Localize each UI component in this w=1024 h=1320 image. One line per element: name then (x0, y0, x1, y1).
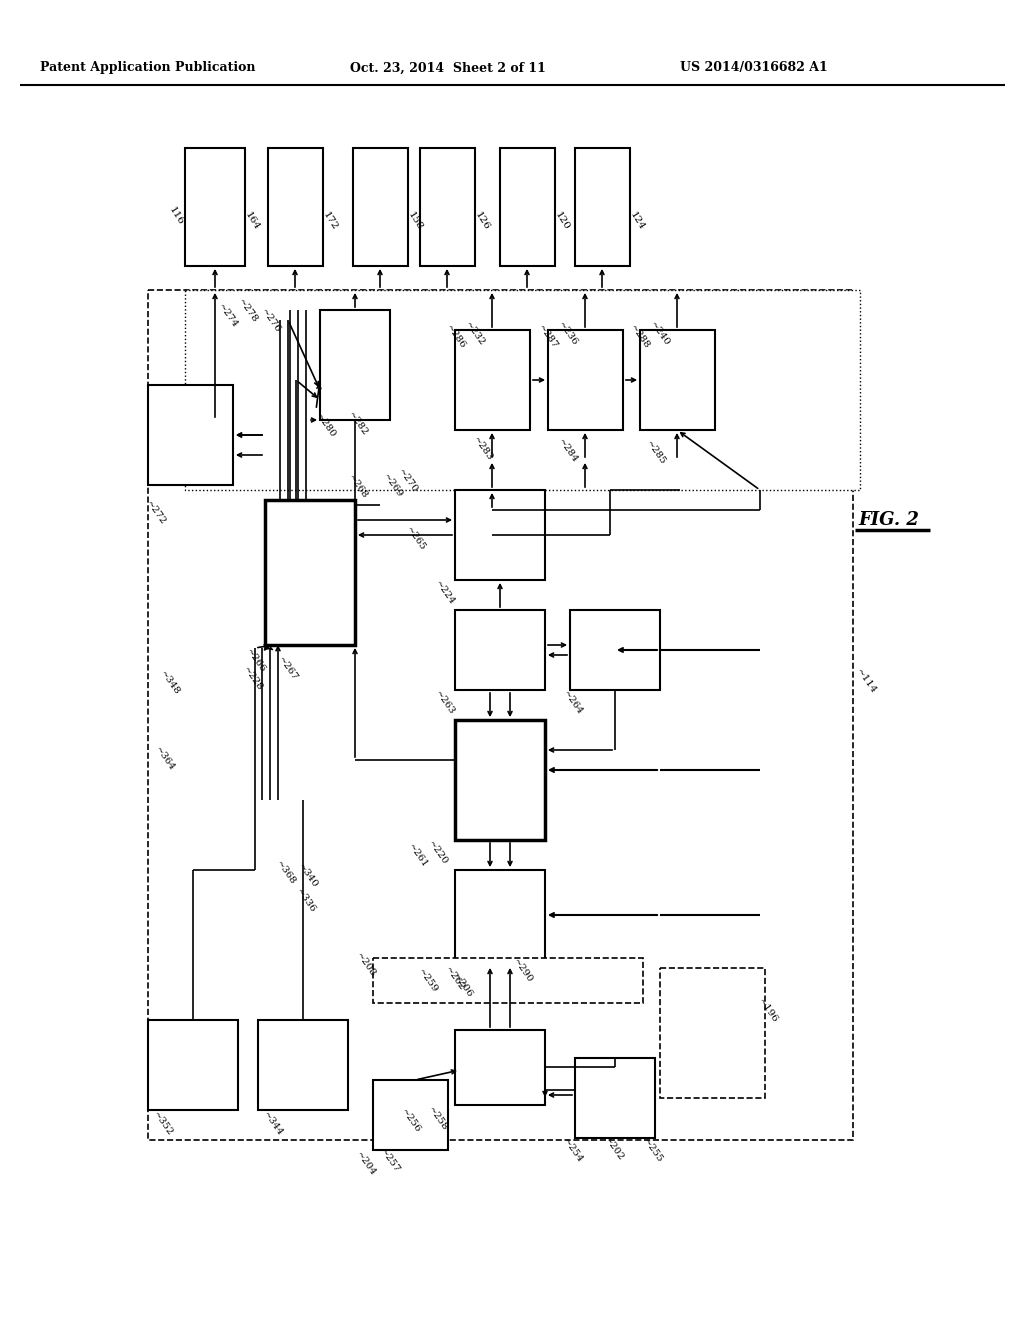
Bar (268, 148, 323, 267)
Bar (455, 490, 545, 579)
Bar (660, 968, 765, 1098)
Text: ∼264: ∼264 (561, 689, 585, 717)
Text: FIG. 2: FIG. 2 (858, 511, 919, 529)
Text: ∼258: ∼258 (426, 1105, 450, 1133)
Bar (640, 330, 715, 430)
Text: ∼276: ∼276 (259, 308, 283, 335)
Text: 126: 126 (473, 210, 492, 232)
Bar (148, 290, 853, 1140)
Text: ∼259: ∼259 (417, 968, 439, 995)
Bar (575, 148, 630, 267)
Text: ∼263: ∼263 (433, 689, 457, 717)
Text: ∼228: ∼228 (242, 665, 264, 693)
Text: ∼261: ∼261 (407, 842, 429, 870)
Text: ∼257: ∼257 (378, 1147, 401, 1175)
Bar (319, 310, 390, 420)
Text: ∼288: ∼288 (629, 323, 651, 351)
Bar (500, 148, 555, 267)
Bar (455, 719, 545, 840)
Text: ∼284: ∼284 (556, 437, 580, 465)
Text: ∼336: ∼336 (294, 887, 317, 915)
Bar (455, 610, 545, 690)
Bar (258, 1020, 348, 1110)
Text: ∼208: ∼208 (354, 952, 378, 979)
Text: ∼268: ∼268 (346, 474, 370, 502)
Bar (455, 870, 545, 965)
Bar (570, 610, 660, 690)
Bar (148, 385, 233, 484)
Text: 158: 158 (407, 210, 424, 232)
Bar (455, 1030, 545, 1105)
Text: ∼254: ∼254 (561, 1138, 585, 1166)
Text: ∼266: ∼266 (245, 647, 267, 675)
Text: ∼278: ∼278 (237, 297, 259, 325)
Text: ∼262: ∼262 (443, 965, 466, 993)
Text: ∼344: ∼344 (261, 1110, 285, 1138)
Bar (373, 958, 643, 1003)
Text: ∼283: ∼283 (471, 436, 495, 463)
Text: ∼202: ∼202 (602, 1135, 626, 1163)
Bar (548, 330, 623, 430)
Text: 164: 164 (243, 210, 261, 232)
Bar (353, 148, 408, 267)
Text: ∼255: ∼255 (641, 1138, 665, 1166)
Text: Patent Application Publication: Patent Application Publication (40, 62, 256, 74)
Bar (455, 330, 530, 430)
Text: ∼270: ∼270 (396, 467, 420, 495)
Bar (185, 148, 245, 267)
Text: ∼364: ∼364 (154, 746, 176, 774)
Text: 124: 124 (628, 210, 646, 232)
Text: 120: 120 (553, 210, 571, 232)
Text: Oct. 23, 2014  Sheet 2 of 11: Oct. 23, 2014 Sheet 2 of 11 (350, 62, 546, 74)
Bar (185, 290, 860, 490)
Text: ∼280: ∼280 (314, 412, 338, 440)
Text: ∼204: ∼204 (354, 1151, 378, 1179)
Text: ∼348: ∼348 (159, 669, 181, 697)
Text: ∼340: ∼340 (296, 862, 319, 890)
Text: ∼265: ∼265 (404, 525, 427, 553)
Text: ∼240: ∼240 (648, 321, 672, 348)
Text: ∼290: ∼290 (511, 957, 535, 985)
Text: ∼287: ∼287 (537, 323, 559, 351)
Text: ∼285: ∼285 (644, 440, 668, 467)
Bar (148, 1020, 238, 1110)
Text: 116: 116 (167, 206, 184, 227)
Text: ∼220: ∼220 (426, 840, 450, 867)
Text: ∼274: ∼274 (216, 302, 240, 330)
Text: ∼282: ∼282 (346, 411, 370, 438)
Bar (265, 500, 355, 645)
Bar (575, 1059, 655, 1138)
Text: 172: 172 (322, 210, 339, 232)
Text: ∼224: ∼224 (433, 579, 457, 607)
Text: ∼114: ∼114 (854, 668, 879, 696)
Text: US 2014/0316682 A1: US 2014/0316682 A1 (680, 62, 827, 74)
Bar (373, 1080, 449, 1150)
Text: ∼286: ∼286 (444, 323, 467, 351)
Text: ∼236: ∼236 (556, 321, 580, 348)
Text: ∼269: ∼269 (381, 473, 404, 500)
Text: ∼272: ∼272 (144, 499, 168, 527)
Text: ∼232: ∼232 (463, 321, 486, 348)
Text: ∼256: ∼256 (399, 1107, 422, 1135)
Text: ∼352: ∼352 (152, 1110, 174, 1138)
Text: ∼267: ∼267 (276, 656, 299, 682)
Text: ∼196: ∼196 (757, 998, 779, 1026)
Text: ∼206: ∼206 (452, 973, 474, 1001)
Text: ∼368: ∼368 (274, 859, 297, 887)
Bar (420, 148, 475, 267)
